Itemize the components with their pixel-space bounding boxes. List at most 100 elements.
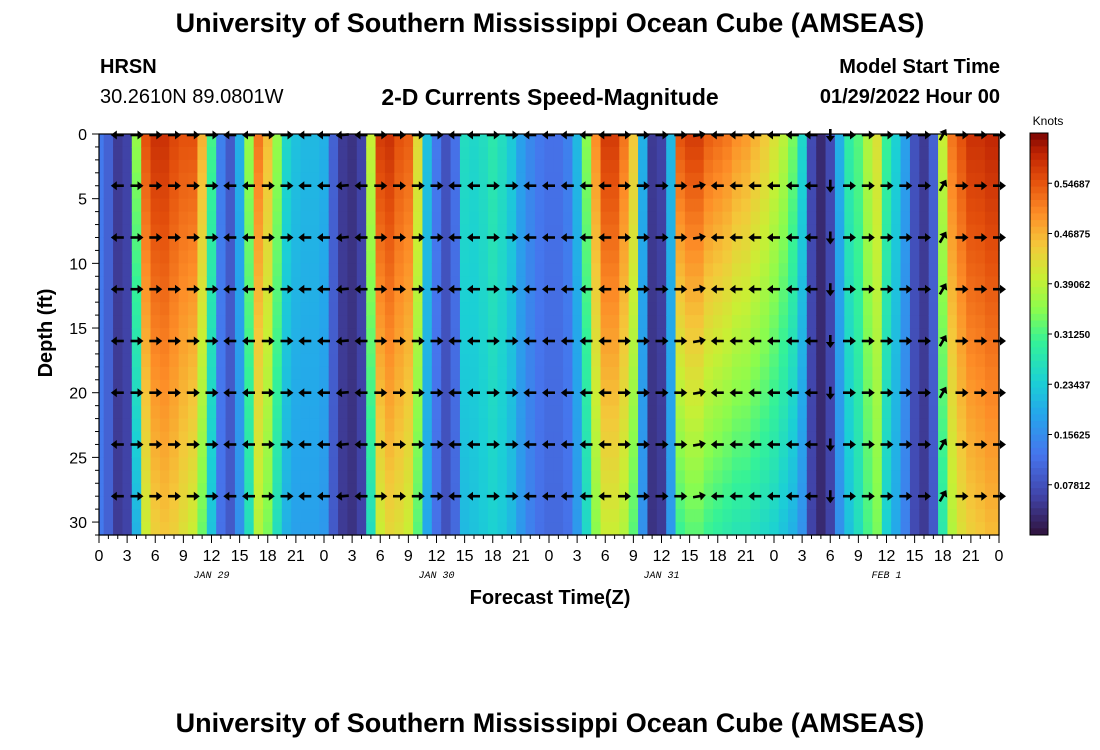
heat-cell xyxy=(150,146,161,161)
heat-cell xyxy=(956,211,967,226)
heat-cell xyxy=(263,470,274,484)
heat-cell xyxy=(197,302,208,316)
heat-cell xyxy=(525,134,536,148)
heat-cell xyxy=(853,185,864,200)
heat-cell xyxy=(431,159,442,174)
heat-cell xyxy=(881,224,892,239)
heat-cell xyxy=(703,302,714,316)
heat-cell xyxy=(253,405,264,420)
heat-cell xyxy=(506,237,517,252)
heat-cell xyxy=(113,146,124,161)
heat-cell xyxy=(506,392,517,407)
heat-cell xyxy=(563,483,574,497)
current-vector xyxy=(335,440,349,450)
current-vector xyxy=(748,284,762,294)
current-vector xyxy=(430,336,444,346)
heat-cell xyxy=(994,470,1000,484)
current-vector xyxy=(242,388,255,398)
heat-cell xyxy=(384,315,395,329)
heat-cell xyxy=(525,263,536,277)
colorbar-label: 0.15625 xyxy=(1054,431,1091,442)
heat-cell xyxy=(488,159,499,174)
heat-cell xyxy=(281,315,292,329)
heat-cell xyxy=(441,159,452,174)
heat-cell xyxy=(816,134,827,148)
heat-cell xyxy=(909,146,920,161)
heat-cell xyxy=(900,315,911,329)
heat-cell xyxy=(947,353,958,368)
current-vector xyxy=(523,284,537,294)
heat-cell xyxy=(863,405,874,420)
heat-cell xyxy=(488,172,499,187)
heat-cell xyxy=(375,198,386,213)
heat-cell xyxy=(459,418,470,433)
heat-cell xyxy=(891,418,902,433)
heat-cell xyxy=(994,146,1000,161)
heat-cell xyxy=(319,405,330,420)
heat-cell xyxy=(272,457,283,471)
current-vector xyxy=(242,284,255,294)
heat-cell xyxy=(403,483,414,497)
heat-cell xyxy=(881,444,892,458)
heat-cell xyxy=(984,211,995,226)
heat-cell xyxy=(675,496,686,510)
current-vector xyxy=(804,181,818,191)
heat-cell xyxy=(816,444,827,458)
heat-cell xyxy=(900,263,911,277)
heat-cell xyxy=(272,172,283,187)
heat-cell xyxy=(769,366,780,381)
heat-cell xyxy=(872,405,883,420)
heat-cell xyxy=(891,134,902,148)
heat-cell xyxy=(206,276,217,290)
current-vector xyxy=(280,491,294,501)
heat-cell xyxy=(159,302,170,316)
heat-cell xyxy=(694,250,705,264)
heat-cell xyxy=(328,211,339,226)
heat-cell xyxy=(647,522,658,536)
heat-cell xyxy=(375,250,386,264)
heat-cell xyxy=(891,366,902,381)
heat-cell xyxy=(356,224,367,239)
heat-cell xyxy=(534,444,545,458)
current-vector xyxy=(825,438,835,452)
heat-cell xyxy=(366,405,377,420)
heat-cell xyxy=(647,224,658,239)
heat-cell xyxy=(291,289,302,303)
heat-cell xyxy=(413,496,424,510)
heat-cell xyxy=(188,211,199,226)
current-vector xyxy=(804,491,818,501)
heat-cell xyxy=(216,289,227,303)
heat-cell xyxy=(956,353,967,368)
heat-cell xyxy=(619,392,630,407)
heat-cell xyxy=(863,379,874,394)
heat-cell xyxy=(731,522,742,536)
heat-cell xyxy=(741,146,752,161)
heat-cell xyxy=(319,418,330,433)
heat-cell xyxy=(731,315,742,329)
heat-cell xyxy=(394,418,405,433)
heat-cell xyxy=(984,159,995,174)
heat-cell xyxy=(169,185,180,200)
heat-cell xyxy=(797,353,808,368)
heat-cell xyxy=(413,315,424,329)
heat-cell xyxy=(900,237,911,252)
heat-cell xyxy=(797,263,808,277)
heat-cell xyxy=(769,134,780,148)
heat-cell xyxy=(516,340,527,355)
heat-cell xyxy=(150,379,161,394)
heat-cell xyxy=(281,250,292,264)
heat-cell xyxy=(656,315,667,329)
heat-cell xyxy=(872,522,883,536)
heat-cell xyxy=(872,315,883,329)
heat-cell xyxy=(769,457,780,471)
heat-cell xyxy=(966,353,977,368)
heat-cell xyxy=(197,198,208,213)
current-vector xyxy=(223,491,237,501)
heat-cell xyxy=(638,457,649,471)
heat-cell xyxy=(403,353,414,368)
heat-cell xyxy=(169,237,180,252)
heat-cell xyxy=(488,392,499,407)
heat-cell xyxy=(197,340,208,355)
heat-cell xyxy=(459,250,470,264)
heat-cell xyxy=(534,457,545,471)
